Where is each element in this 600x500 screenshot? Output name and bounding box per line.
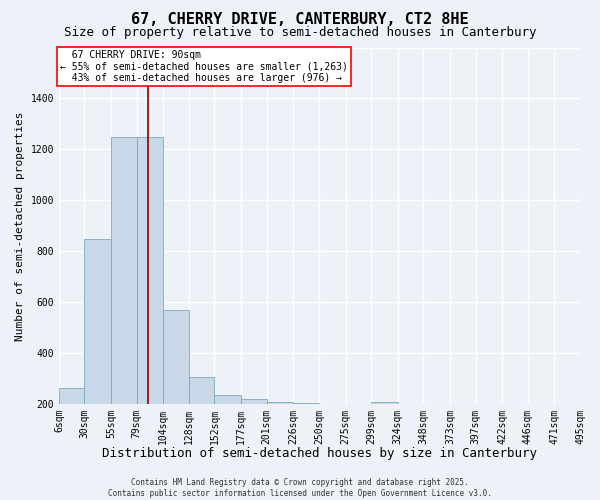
Bar — [267, 402, 293, 404]
Bar — [137, 136, 163, 404]
X-axis label: Distribution of semi-detached houses by size in Canterbury: Distribution of semi-detached houses by … — [102, 447, 537, 460]
Bar — [214, 395, 241, 404]
Bar — [189, 378, 214, 404]
Bar — [241, 399, 267, 404]
Bar — [163, 310, 189, 404]
Text: 67 CHERRY DRIVE: 90sqm  
← 55% of semi-detached houses are smaller (1,263)
  43%: 67 CHERRY DRIVE: 90sqm ← 55% of semi-det… — [60, 50, 348, 83]
Bar — [293, 403, 319, 404]
Text: Size of property relative to semi-detached houses in Canterbury: Size of property relative to semi-detach… — [64, 26, 536, 39]
Bar — [111, 136, 137, 404]
Y-axis label: Number of semi-detached properties: Number of semi-detached properties — [15, 111, 25, 340]
Bar — [59, 388, 85, 404]
Text: 67, CHERRY DRIVE, CANTERBURY, CT2 8HE: 67, CHERRY DRIVE, CANTERBURY, CT2 8HE — [131, 12, 469, 28]
Text: Contains HM Land Registry data © Crown copyright and database right 2025.
Contai: Contains HM Land Registry data © Crown c… — [108, 478, 492, 498]
Bar — [371, 402, 398, 404]
Bar — [85, 238, 111, 404]
